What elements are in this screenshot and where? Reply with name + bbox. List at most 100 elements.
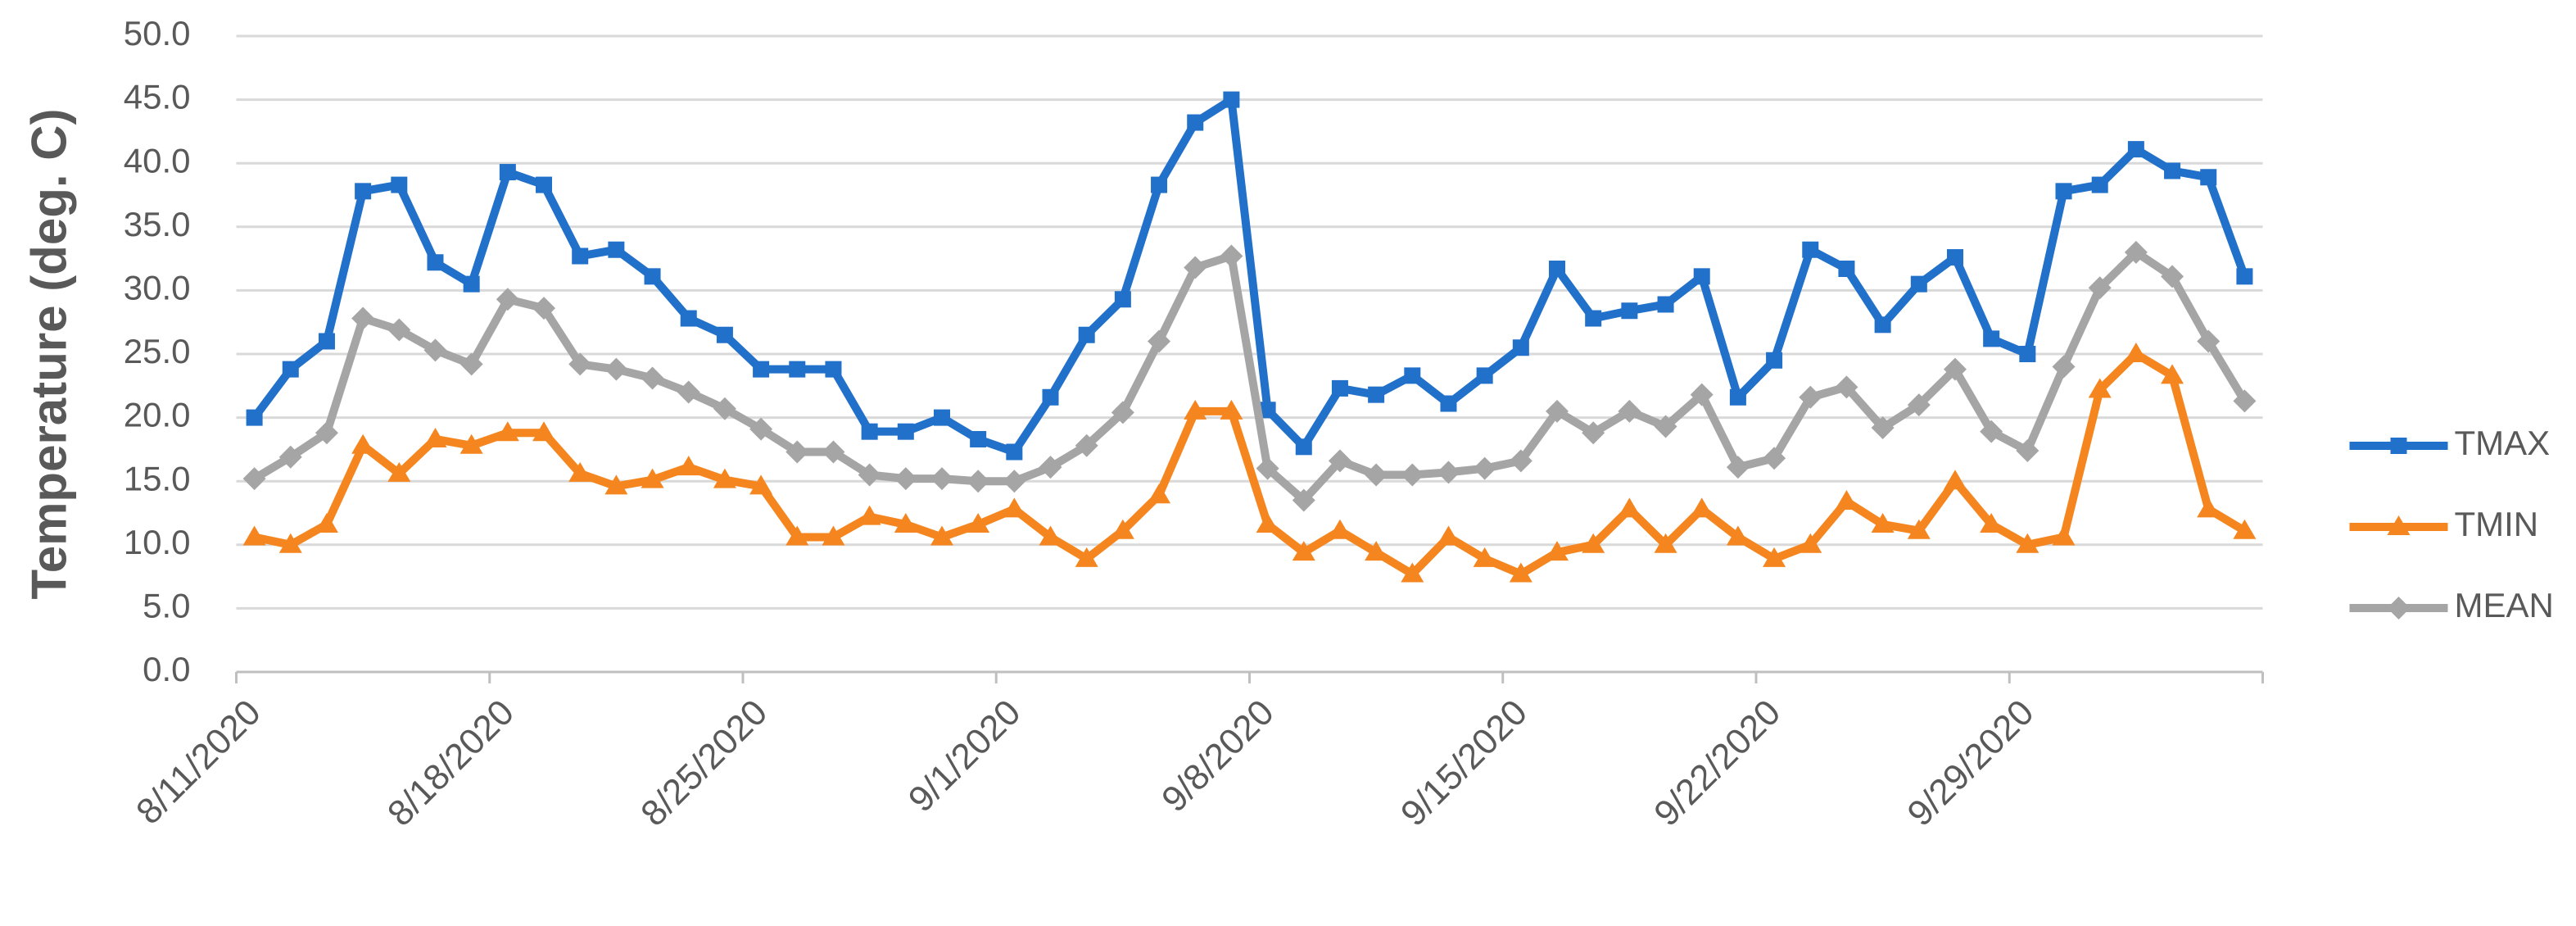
- data-point: [532, 421, 556, 442]
- data-point: [355, 183, 372, 200]
- data-point: [315, 512, 338, 533]
- x-tick-label: 9/22/2020: [1646, 692, 1788, 834]
- data-point: [1943, 470, 1967, 490]
- data-point: [608, 241, 625, 258]
- data-point: [1006, 443, 1023, 461]
- data-point: [282, 361, 299, 378]
- data-point: [680, 310, 697, 327]
- data-point: [2016, 533, 2040, 553]
- data-point: [1039, 525, 1062, 546]
- data-point: [2164, 162, 2181, 179]
- y-axis-label: Temperature (deg. C): [21, 109, 76, 600]
- data-point: [1907, 519, 1931, 539]
- data-point: [1657, 296, 1674, 313]
- data-point: [1549, 261, 1566, 278]
- y-tick-label: 5.0: [143, 586, 190, 624]
- data-point: [1368, 386, 1385, 403]
- data-point: [496, 288, 519, 311]
- data-point: [825, 361, 842, 378]
- legend-label: TMIN: [2455, 505, 2539, 543]
- data-point: [894, 467, 917, 491]
- x-tick-label: 8/25/2020: [633, 692, 775, 834]
- data-point: [1078, 326, 1095, 343]
- data-point: [930, 525, 953, 546]
- data-point: [933, 409, 950, 426]
- data-point: [1473, 547, 1496, 567]
- data-point: [532, 297, 556, 320]
- data-point: [278, 533, 302, 553]
- data-point: [1003, 497, 1026, 518]
- data-point: [1654, 533, 1677, 553]
- data-point: [1874, 316, 1891, 334]
- legend-label: MEAN: [2455, 586, 2554, 624]
- data-point: [1223, 91, 1240, 108]
- data-point: [460, 352, 483, 376]
- data-point: [318, 333, 335, 350]
- y-tick-label: 15.0: [124, 459, 191, 497]
- data-point: [2197, 497, 2221, 518]
- data-point: [894, 512, 917, 533]
- data-point: [858, 463, 881, 487]
- data-point: [2088, 378, 2112, 398]
- data-point: [753, 361, 770, 378]
- data-point: [644, 268, 661, 285]
- data-point: [1618, 497, 1641, 518]
- data-point: [1766, 352, 1783, 369]
- data-point: [785, 440, 809, 464]
- data-point: [496, 421, 519, 442]
- data-point: [749, 474, 773, 495]
- data-point: [1003, 470, 1026, 493]
- data-point: [568, 461, 592, 482]
- x-tick-label: 9/15/2020: [1393, 692, 1535, 834]
- data-point: [2233, 519, 2257, 539]
- data-point: [2052, 525, 2076, 546]
- data-point: [970, 430, 987, 447]
- data-point: [2197, 329, 2221, 353]
- data-point: [1582, 421, 1605, 445]
- data-point: [1582, 533, 1605, 553]
- legend-marker: [2387, 597, 2411, 620]
- data-point: [1835, 490, 1858, 511]
- y-tick-label: 40.0: [124, 141, 191, 179]
- data-point: [897, 423, 914, 440]
- data-point: [1259, 402, 1276, 419]
- data-point: [2052, 355, 2076, 379]
- y-tick-label: 35.0: [124, 205, 191, 243]
- data-point: [677, 380, 700, 404]
- legend-label: TMAX: [2455, 424, 2551, 462]
- data-point: [1621, 302, 1638, 320]
- x-tick-label: 9/8/2020: [1154, 692, 1282, 820]
- data-point: [1910, 275, 1927, 293]
- data-point: [391, 176, 408, 193]
- data-point: [1401, 562, 1424, 583]
- data-point: [1256, 512, 1279, 533]
- data-point: [1220, 244, 1243, 268]
- data-point: [1075, 547, 1098, 567]
- data-point: [1546, 399, 1569, 423]
- data-point: [858, 505, 881, 525]
- data-point: [1114, 291, 1131, 308]
- data-point: [822, 525, 845, 546]
- data-point: [2019, 346, 2036, 362]
- data-point: [604, 474, 628, 495]
- data-point: [713, 397, 736, 420]
- data-point: [785, 525, 809, 546]
- data-point: [536, 176, 553, 193]
- y-tick-label: 0.0: [143, 650, 190, 688]
- data-point: [2124, 240, 2148, 264]
- data-point: [1039, 456, 1062, 479]
- data-point: [1871, 512, 1895, 533]
- y-tick-label: 45.0: [124, 78, 191, 116]
- data-point: [1292, 488, 1315, 512]
- data-point: [1437, 461, 1460, 484]
- data-point: [1690, 497, 1714, 518]
- data-point: [351, 306, 375, 330]
- data-point: [2233, 389, 2257, 413]
- data-point: [822, 440, 845, 464]
- data-point: [1802, 241, 1819, 258]
- data-point: [1838, 261, 1855, 278]
- y-tick-label: 30.0: [124, 268, 191, 306]
- data-point: [278, 445, 302, 469]
- data-point: [242, 525, 266, 546]
